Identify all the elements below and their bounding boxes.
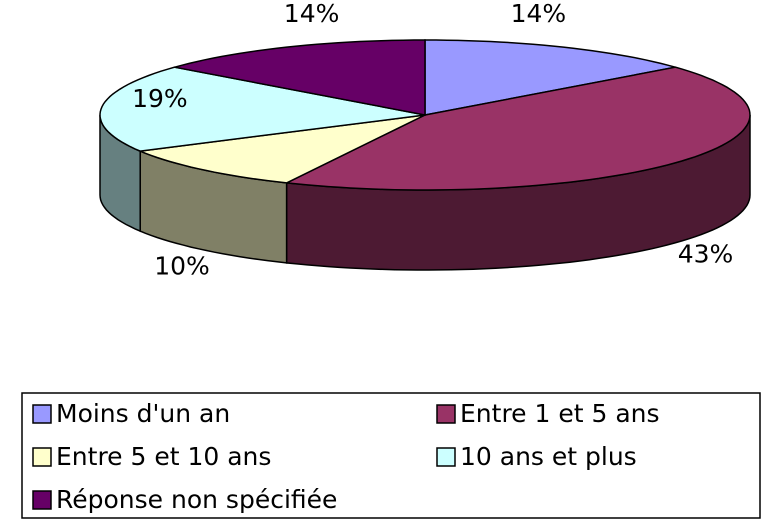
- pie-slice: [137, 114, 426, 184]
- legend-swatch: [32, 404, 52, 424]
- legend-swatch: [436, 447, 456, 467]
- data-label: 19%: [132, 84, 188, 113]
- pie-slice: [283, 66, 751, 191]
- legend-label: Réponse non spécifiée: [56, 485, 337, 514]
- data-label: 10%: [154, 252, 210, 281]
- pie-slice: [174, 39, 426, 116]
- legend-swatch: [436, 404, 456, 424]
- legend-box: [21, 392, 761, 519]
- legend-label: Entre 1 et 5 ans: [460, 399, 660, 428]
- data-label: 14%: [511, 0, 567, 28]
- legend-label: 10 ans et plus: [460, 442, 637, 471]
- pie-slice: [99, 66, 426, 152]
- legend-label: Moins d'un an: [56, 399, 230, 428]
- data-label: 43%: [678, 239, 734, 268]
- legend-label: Entre 5 et 10 ans: [56, 442, 271, 471]
- data-label: 14%: [284, 0, 340, 28]
- legend-swatch: [32, 490, 52, 510]
- pie-slice: [424, 39, 676, 116]
- legend-swatch: [32, 447, 52, 467]
